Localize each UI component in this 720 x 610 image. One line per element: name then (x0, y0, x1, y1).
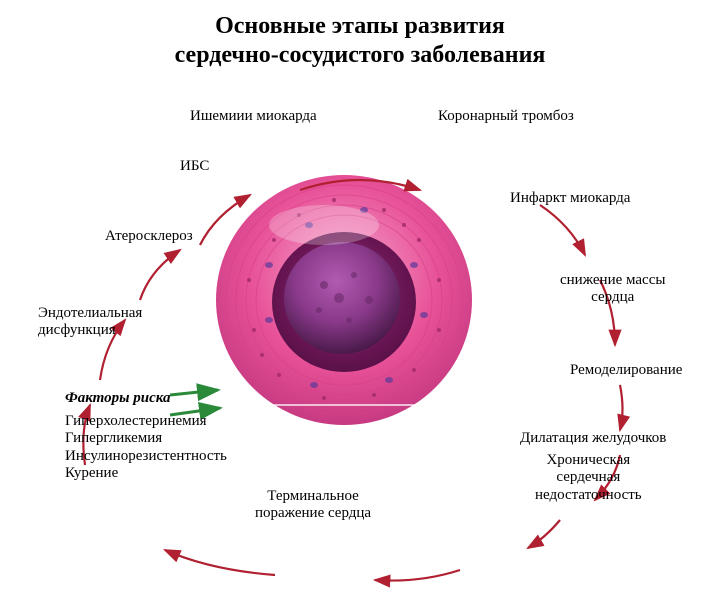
label-risk-list: Гиперхолестеринемия Гипергликемия Инсули… (65, 413, 227, 482)
label-ischemia: Ишемиии миокарда (190, 108, 317, 125)
label-terminal: Терминальное поражение сердца (255, 488, 371, 523)
label-mass-loss: снижение массы сердца (560, 272, 665, 307)
page-title: Основные этапы развития сердечно-сосудис… (0, 0, 720, 70)
label-athero: Атеросклероз (105, 228, 193, 245)
title-line-1: Основные этапы развития (215, 13, 505, 39)
label-ibs: ИБС (180, 158, 209, 175)
label-endo: Эндотелиальная дисфункция (38, 305, 142, 340)
label-dilation: Дилатация желудочков (520, 430, 666, 447)
label-thrombosis: Коронарный тромбоз (438, 108, 574, 125)
title-line-2: сердечно-сосудистого заболевания (175, 42, 546, 68)
vessel-cross-section (214, 170, 474, 430)
label-chronic: Хроническая сердечная недостаточность (535, 452, 642, 504)
label-remodel: Ремоделирование (570, 362, 682, 379)
label-risk-header: Факторы риска (65, 390, 171, 407)
label-infarct: Инфаркт миокарда (510, 190, 630, 207)
